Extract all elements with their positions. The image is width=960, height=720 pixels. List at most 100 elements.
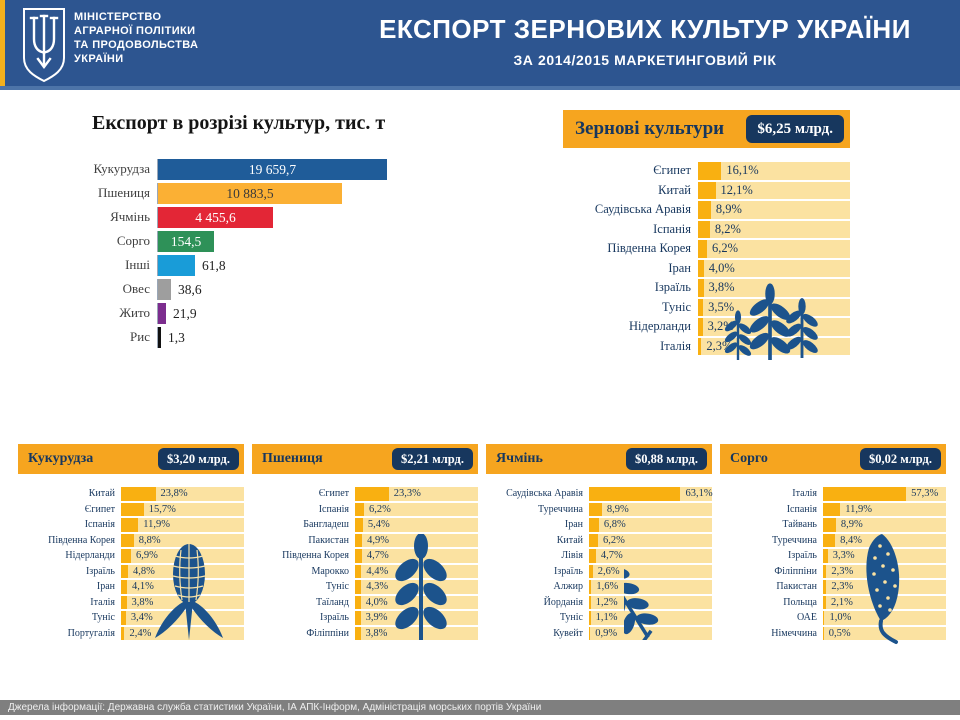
barley-panel: Ячмінь $0,88 млрд. Саудівська Аравія 63,1… (486, 444, 713, 642)
culture-bar-track: 61,8 (157, 254, 498, 276)
culture-bar-row: Жито 21,9 (58, 301, 498, 325)
country-share-value: 5,4% (367, 519, 390, 530)
country-bar-track: 8,8% (121, 533, 244, 547)
country-label: Ізраїль (553, 565, 583, 577)
country-label: ОАЕ (796, 612, 817, 623)
country-bar (589, 580, 592, 594)
culture-bar-row: Пшениця 10 883,5 (58, 181, 498, 205)
country-label: Нідерланди (628, 319, 691, 333)
country-share-value: 23,8% (160, 488, 188, 499)
country-row: Іран 4,1% (18, 580, 244, 594)
country-bar (698, 220, 710, 238)
culture-bar-track: 154,5 (157, 230, 498, 252)
culture-bar-row: Сорго 154,5 (58, 229, 498, 253)
country-label: Єгипет (84, 503, 115, 515)
country-bar-track: 16,1% (698, 162, 850, 180)
culture-bar-value: 38,6 (178, 281, 202, 297)
ministry-line: ТА ПРОДОВОЛЬСТВА (74, 39, 199, 51)
country-share-value: 4,7% (366, 550, 389, 561)
country-bar (823, 595, 827, 609)
country-row: Туніс 3,5% (563, 298, 850, 316)
ministry-line: МІНІСТЕРСТВО (74, 11, 162, 23)
grain-panel-title: Зернові культури (575, 118, 725, 139)
country-label: Італія (90, 596, 115, 608)
country-row: Китай 12,1% (563, 181, 850, 199)
country-label: Ізраїль (654, 280, 691, 294)
corn-panel-rows: Китай 23,8% Єгипет 15,7% Іспанія 11,9% Південн… (18, 487, 244, 640)
country-row: Кувейт 0,9% (486, 626, 712, 640)
culture-bar-track: 19 659,7 (157, 158, 498, 180)
country-bar-track: 4,8% (121, 564, 244, 578)
country-label: Італія (660, 338, 691, 353)
country-bar-track: 4,0% (698, 259, 850, 277)
barley-panel-header: Ячмінь $0,88 млрд. (486, 444, 712, 474)
country-label: Бангладеш (303, 519, 349, 530)
country-label: Іран (96, 581, 115, 592)
country-share-value: 8,9% (840, 519, 863, 530)
country-bar (121, 518, 139, 532)
country-bar (121, 564, 128, 578)
country-row: Бангладеш 5,4% (252, 518, 478, 532)
culture-bar-label: Ячмінь (110, 209, 150, 224)
country-bar (698, 181, 716, 199)
country-share-value: 2,4% (129, 627, 152, 639)
country-row: Туніс 4,3% (252, 580, 478, 594)
country-label: Лівія (561, 550, 583, 561)
country-row: Китай 6,2% (486, 533, 712, 547)
country-bar-track: 2,3% (698, 337, 850, 355)
country-bar-track: 3,9% (355, 611, 478, 625)
country-share-value: 8,8% (138, 534, 161, 546)
country-share-value: 1,6% (596, 581, 619, 592)
country-share-value: 23,3% (393, 488, 421, 499)
country-row: Італія 57,3% (720, 487, 946, 501)
country-row: Німеччина 0,5% (720, 626, 946, 640)
country-share-value: 3,9% (365, 612, 388, 623)
country-row: Таїланд 4,0% (252, 595, 478, 609)
culture-bar-value: 1,3 (168, 329, 185, 345)
country-bar (823, 518, 836, 532)
country-bar-track: 8,4% (823, 533, 946, 547)
country-bar-track: 6,2% (589, 533, 712, 547)
country-label: Туреччина (772, 534, 817, 546)
country-bar (355, 533, 363, 547)
country-bar-track: 8,2% (698, 220, 850, 238)
country-label: Ізраїль (85, 565, 115, 577)
country-bar-track: 12,1% (698, 181, 850, 199)
country-row: Ізраїль 3,9% (252, 611, 478, 625)
country-bar-track: 15,7% (121, 502, 244, 516)
country-row: Польща 2,1% (720, 595, 946, 609)
country-bar-track: 2,3% (823, 564, 946, 578)
country-bar-track: 4,7% (355, 549, 478, 563)
culture-bar-row: Рис 1,3 (58, 325, 498, 349)
country-row: Південна Корея 8,8% (18, 533, 244, 547)
culture-bar-track: 1,3 (157, 326, 498, 348)
culture-bar (158, 254, 195, 276)
country-label: Філіппіни (774, 565, 817, 577)
country-bar (355, 595, 361, 609)
country-share-value: 6,8% (603, 519, 626, 530)
country-label: Іспанія (318, 503, 349, 515)
country-row: Іран 4,0% (563, 259, 850, 277)
country-bar (698, 240, 707, 258)
grain-panel-header: Зернові культури $6,25 млрд. (563, 110, 850, 148)
country-label: Іспанія (653, 221, 691, 236)
country-share-value: 4,4% (366, 565, 389, 577)
country-row: Філіппіни 3,8% (252, 626, 478, 640)
country-label: Іспанія (786, 503, 817, 515)
culture-bar-track: 10 883,5 (157, 182, 498, 204)
country-bar (589, 595, 591, 609)
country-share-value: 57,3% (911, 488, 939, 499)
country-bar (355, 564, 362, 578)
barley-value-badge: $0,88 млрд. (625, 448, 707, 470)
country-bar-track: 6,8% (589, 518, 712, 532)
culture-bar-value: 61,8 (202, 257, 226, 273)
country-share-value: 8,4% (840, 534, 863, 546)
country-row: Іспанія 11,9% (720, 502, 946, 516)
country-share-value: 4,0% (708, 260, 735, 275)
country-share-value: 8,9% (606, 503, 629, 515)
country-row: Пакистан 4,9% (252, 533, 478, 547)
country-row: Єгипет 16,1% (563, 162, 850, 180)
country-row: Пакистан 2,3% (720, 580, 946, 594)
country-row: Іран 6,8% (486, 518, 712, 532)
